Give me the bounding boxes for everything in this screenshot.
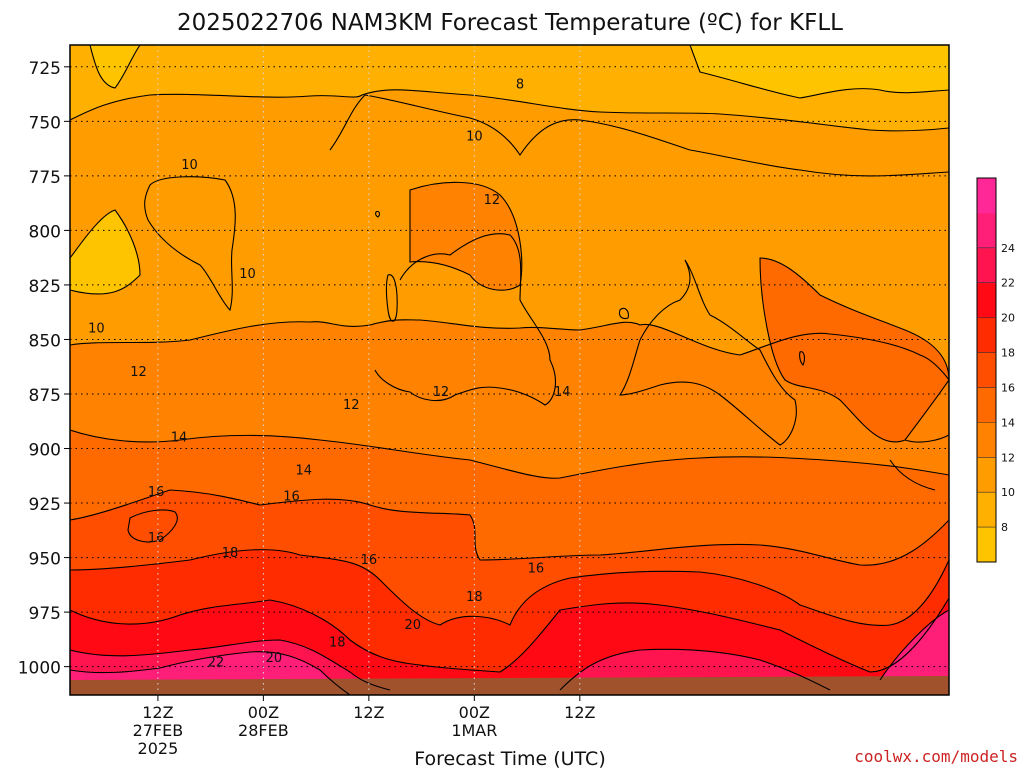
colorbar: 8 10 12 14 16 18 20 22 24	[976, 177, 1015, 563]
y-tick-label: 725	[29, 59, 61, 79]
colorbar-label: 14	[1001, 416, 1015, 429]
contour-label: 14	[296, 463, 313, 478]
colorbar-segment	[977, 212, 996, 249]
chart-title: 2025022706 NAM3KM Forecast Temperature (…	[177, 10, 843, 36]
colorbar-label: 22	[1001, 277, 1015, 290]
contour-label: 14	[171, 431, 188, 446]
colorbar-label: 12	[1001, 451, 1015, 464]
y-tick-label: 1000	[18, 659, 61, 679]
colorbar-frame	[976, 177, 997, 563]
colorbar-label: 18	[1001, 347, 1015, 360]
contour-label: 10	[239, 267, 256, 282]
colorbar-segment	[977, 247, 996, 284]
contour-label: 16	[283, 490, 300, 505]
y-tick-label: 975	[29, 604, 61, 624]
contour-label: 16	[361, 553, 378, 568]
contour-label: 10	[181, 158, 198, 173]
contour-label: 14	[554, 385, 571, 400]
contour-label: 16	[148, 485, 165, 500]
colorbar-segment	[977, 527, 996, 563]
y-tick-label: 775	[29, 168, 61, 188]
gridlines	[70, 45, 949, 695]
contour-label: 10	[88, 322, 105, 337]
y-tick-label: 875	[29, 386, 61, 406]
contour-label: 10	[466, 130, 483, 145]
colorbar-segment	[977, 352, 996, 388]
contour-label-group: 8 10 12 10 10 10 12 12 12 14 14 14 16 16 16 16 16 18 18 18 2…	[88, 77, 571, 670]
colorbar-segment	[977, 282, 996, 319]
x-tick-label: 27FEB	[133, 721, 184, 740]
y-tick-label: 750	[29, 113, 61, 133]
cool-patch-left	[70, 210, 140, 295]
plot-frame	[69, 44, 950, 696]
contour-label: 22	[208, 655, 225, 670]
y-tick-label: 825	[29, 277, 61, 297]
x-tick-label: 00Z	[248, 703, 279, 722]
colorbar-segment	[977, 457, 996, 493]
contour-label: 8	[516, 77, 524, 92]
x-tick-label: 2025	[138, 739, 179, 758]
contour-label: 12	[130, 365, 147, 380]
colorbar-label: 20	[1001, 312, 1015, 325]
cool-patch-top-right	[690, 45, 949, 98]
colorbar-segment	[977, 317, 996, 354]
contour-label: 16	[528, 561, 545, 576]
colorbar-label: 24	[1001, 242, 1015, 255]
x-tick-label: 12Z	[353, 703, 384, 722]
contour-label: 18	[466, 590, 483, 605]
y-tick-label: 900	[29, 441, 61, 461]
x-tick-label: 12Z	[564, 703, 595, 722]
x-tick-label: 12Z	[142, 703, 173, 722]
y-axis: 725 750 775 800 825 850 875 900 925 950 975 1000	[18, 59, 70, 679]
x-tick-label: 1MAR	[451, 721, 497, 740]
contour-label: 20	[405, 618, 422, 633]
contour-label: 20	[266, 651, 283, 666]
y-tick-label: 850	[29, 331, 61, 351]
contour-label: 12	[343, 398, 360, 413]
contour-label: 18	[329, 636, 346, 651]
colorbar-label: 10	[1001, 486, 1015, 499]
colorbar-label: 16	[1001, 381, 1015, 394]
warm-patch-right	[760, 258, 949, 442]
y-tick-label: 950	[29, 550, 61, 570]
colorbar-label: 8	[1001, 521, 1008, 534]
credit-text: coolwx.com/models	[854, 747, 1018, 766]
colorbar-segment	[977, 492, 996, 528]
x-tick-label: 00Z	[459, 703, 490, 722]
contour-label: 12	[484, 193, 501, 208]
band-warm-right-inner	[880, 610, 949, 695]
x-axis-title: Forecast Time (UTC)	[414, 748, 605, 768]
colorbar-segment	[977, 387, 996, 423]
ground-strip	[70, 676, 949, 695]
contour-label: 12	[433, 385, 450, 400]
y-tick-label: 800	[29, 222, 61, 242]
x-tick-label: 28FEB	[238, 721, 289, 740]
contour-label: 16	[148, 531, 165, 546]
colorbar-segment	[977, 178, 996, 214]
colorbar-segment	[977, 422, 996, 458]
y-tick-label: 925	[29, 495, 61, 515]
contour-lines	[70, 45, 949, 695]
plot-area: 8 10 12 10 10 10 12 12 12 14 14 14 16 16 16 16 16 18 18 18 2…	[70, 45, 949, 695]
contour-label: 18	[222, 546, 239, 561]
